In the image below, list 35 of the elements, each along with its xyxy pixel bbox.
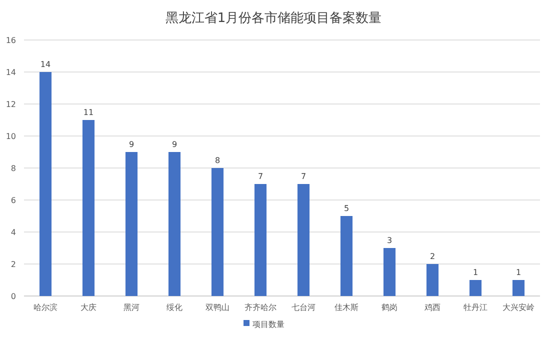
data-label: 14 bbox=[40, 60, 51, 69]
x-tick-label: 黑河 bbox=[124, 303, 140, 312]
x-tick-label: 哈尔滨 bbox=[34, 303, 58, 312]
data-label: 2 bbox=[430, 252, 436, 261]
data-label: 11 bbox=[83, 108, 94, 117]
x-tick-label: 绥化 bbox=[166, 303, 182, 312]
y-tick-label: 2 bbox=[10, 260, 16, 269]
data-label: 9 bbox=[172, 140, 178, 149]
y-tick-label: 8 bbox=[10, 164, 16, 173]
x-tick-label: 大兴安岭 bbox=[502, 303, 534, 312]
data-label: 3 bbox=[386, 236, 392, 245]
data-label: 1 bbox=[516, 268, 522, 277]
x-tick-label: 牡丹江 bbox=[464, 303, 488, 312]
x-tick-label: 鹤岗 bbox=[382, 303, 398, 312]
x-tick-label: 鸡西 bbox=[424, 303, 440, 312]
data-label: 7 bbox=[300, 172, 306, 181]
data-label: 5 bbox=[344, 204, 350, 213]
y-tick-label: 6 bbox=[10, 196, 16, 205]
y-tick-label: 14 bbox=[6, 68, 16, 77]
y-tick-label: 10 bbox=[6, 132, 16, 141]
x-tick-label: 大庆 bbox=[80, 303, 96, 312]
legend-label: 项目数量 bbox=[252, 320, 284, 329]
data-label: 1 bbox=[472, 268, 478, 277]
data-label: 7 bbox=[258, 172, 264, 181]
y-tick-label: 0 bbox=[10, 292, 16, 301]
data-label: 9 bbox=[128, 140, 134, 149]
y-tick-label: 12 bbox=[6, 100, 16, 109]
x-tick-label: 七台河 bbox=[292, 303, 316, 312]
data-label: 8 bbox=[214, 156, 220, 165]
y-tick-label: 16 bbox=[6, 36, 16, 45]
title: 黑龙江省1月份各市储能项目备案数量 bbox=[165, 11, 382, 26]
y-tick-label: 4 bbox=[10, 228, 16, 237]
x-tick-label: 佳木斯 bbox=[334, 303, 358, 312]
x-tick-label: 双鸭山 bbox=[206, 303, 230, 312]
x-tick-label: 齐齐哈尔 bbox=[244, 303, 276, 312]
